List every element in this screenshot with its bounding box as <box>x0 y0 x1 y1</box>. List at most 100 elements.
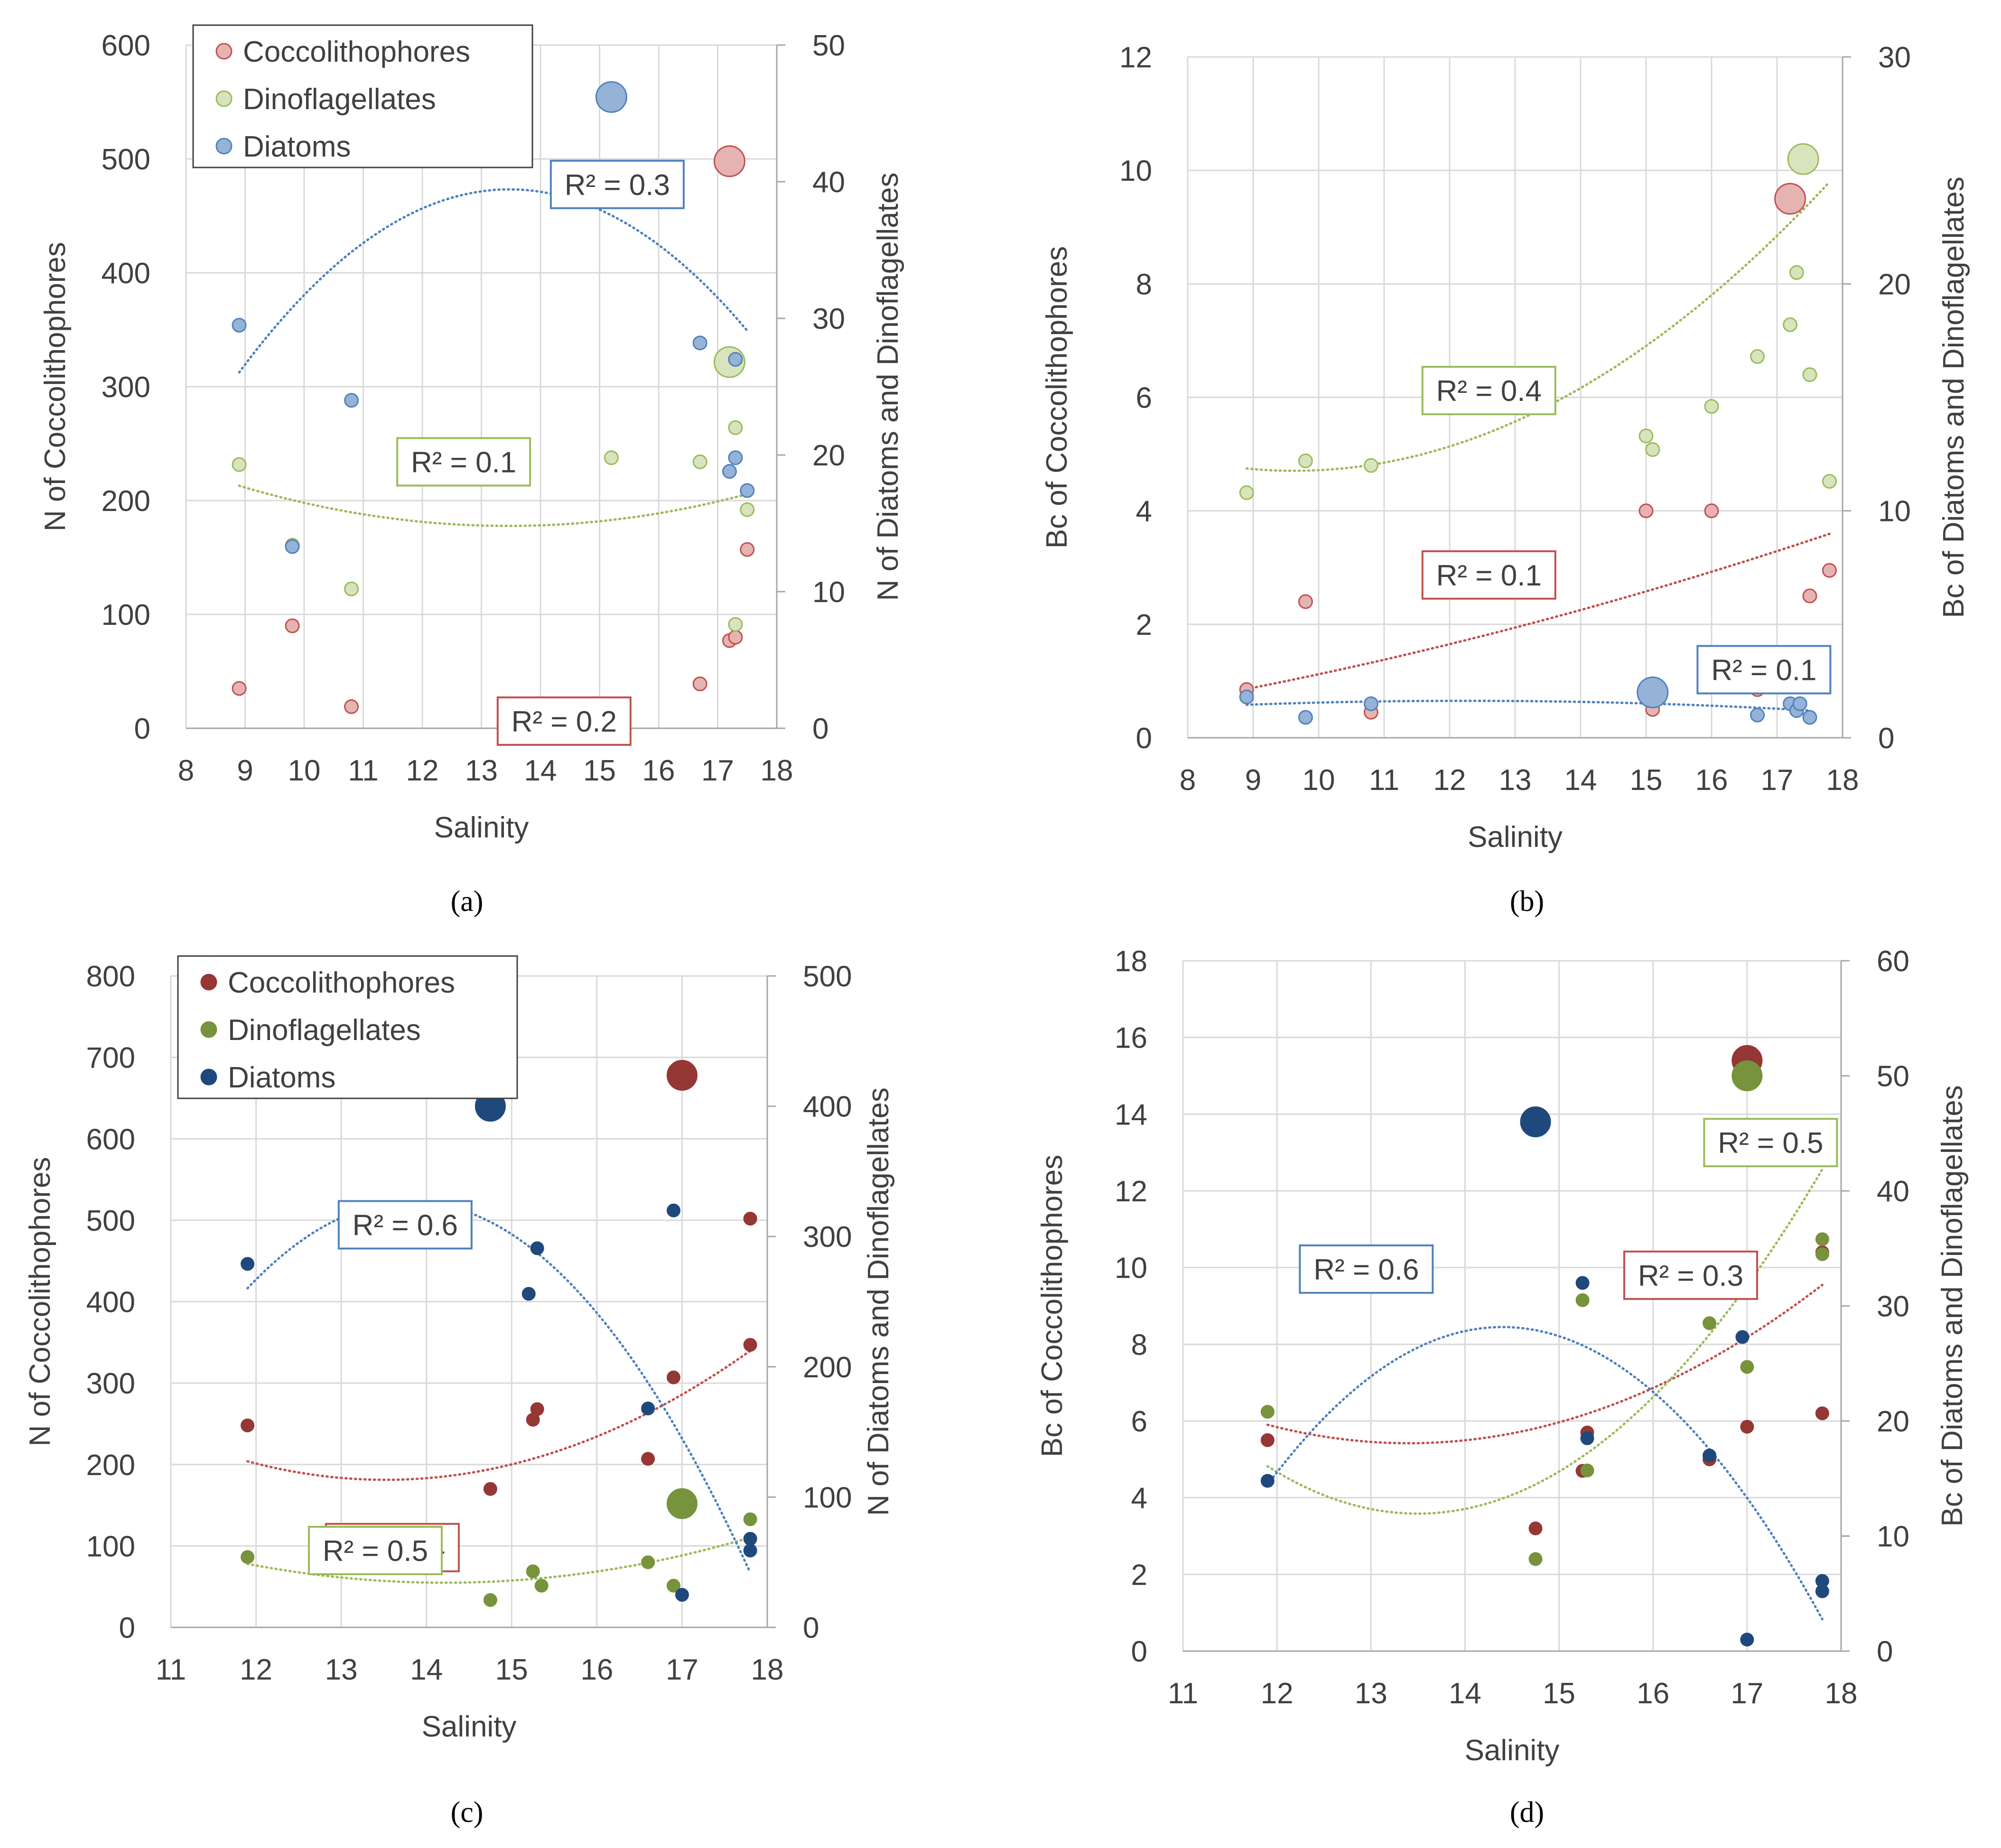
y-tick-label: 4 <box>1136 495 1152 528</box>
data-point-coccolithophores <box>713 145 745 177</box>
y2-tick-label: 40 <box>812 166 845 199</box>
x-tick-label: 16 <box>1637 1677 1669 1710</box>
y2-tick-label: 10 <box>1877 1521 1909 1553</box>
x-tick-label: 17 <box>1731 1677 1763 1710</box>
data-point-coccolithophores <box>743 1337 757 1352</box>
panel-label: (a) <box>451 885 484 918</box>
panel-label: (b) <box>1510 885 1544 918</box>
data-point-diatoms <box>743 1543 757 1558</box>
data-point-dinoflagellates <box>1528 1552 1543 1566</box>
r2-label-coccolithophores: R² = 0.2 <box>512 706 617 738</box>
data-point-coccolithophores <box>1802 588 1817 604</box>
legend-marker-coccolithophores <box>200 974 217 991</box>
y-tick-label: 400 <box>102 257 150 290</box>
y2-tick-label: 500 <box>803 960 852 993</box>
data-point-coccolithophores <box>1815 1406 1829 1421</box>
legend-label-coccolithophores: Coccolithophores <box>228 966 455 999</box>
x-tick-label: 11 <box>1168 1677 1198 1710</box>
r2-box-dinoflagellates <box>1703 1118 1838 1168</box>
x-tick-label: 15 <box>495 1653 528 1686</box>
y-tick-label: 6 <box>1136 382 1152 415</box>
trendline-dinoflagellates <box>246 1536 752 1584</box>
y2-axis-title: Bc of Diatoms and Dinoflagellates <box>1937 176 1970 618</box>
data-point-diatoms <box>530 1241 544 1255</box>
r2-label-dinoflagellates: R² = 0.1 <box>411 446 516 479</box>
data-point-dinoflagellates <box>1260 1405 1275 1419</box>
x-tick-label: 14 <box>410 1653 443 1686</box>
x-tick-label: 18 <box>751 1653 784 1686</box>
data-point-dinoflagellates <box>1740 1360 1754 1374</box>
data-point-diatoms <box>666 1203 680 1217</box>
y2-tick-label: 300 <box>803 1221 852 1254</box>
trendline-diatoms <box>238 188 749 374</box>
r2-label-coccolithophores: R² = 0.1 <box>1436 559 1542 592</box>
data-point-diatoms <box>1580 1431 1594 1445</box>
y2-axis-title: Bc of Diatoms and Dinoflagellates <box>1936 1085 1969 1526</box>
y2-tick-label: 30 <box>1878 41 1911 74</box>
x-tick-label: 13 <box>465 754 498 787</box>
x-tick-label: 18 <box>1825 1677 1858 1710</box>
y-tick-label: 400 <box>86 1286 135 1319</box>
data-point-diatoms <box>1750 707 1765 723</box>
data-point-coccolithophores <box>1774 183 1806 215</box>
y-tick-label: 200 <box>102 485 150 518</box>
y-tick-label: 2 <box>1136 609 1152 641</box>
legend-label-coccolithophores: Coccolithophores <box>243 36 470 68</box>
r2-box-dinoflagellates <box>307 1525 443 1575</box>
data-point-coccolithophores <box>344 699 359 714</box>
data-point-diatoms <box>1637 676 1669 708</box>
data-point-diatoms <box>344 393 359 408</box>
y2-tick-label: 0 <box>1877 1635 1893 1668</box>
data-point-diatoms <box>675 1588 689 1602</box>
y-tick-label: 8 <box>1131 1328 1147 1361</box>
y-tick-label: 0 <box>1131 1635 1147 1668</box>
data-point-diatoms <box>1363 696 1378 711</box>
legend-label-diatoms: Diatoms <box>243 130 351 163</box>
y-tick-label: 8 <box>1136 268 1152 301</box>
r2-label-diatoms: R² = 0.6 <box>353 1209 458 1242</box>
x-tick-label: 11 <box>1369 764 1399 797</box>
x-tick-label: 15 <box>583 754 616 787</box>
y-tick-label: 500 <box>102 143 150 176</box>
data-point-dinoflagellates <box>728 617 743 632</box>
y-tick-label: 500 <box>86 1205 135 1237</box>
data-point-coccolithophores <box>666 1059 698 1091</box>
y2-tick-label: 400 <box>803 1091 852 1124</box>
data-point-diatoms <box>1802 710 1817 725</box>
panel-label: (d) <box>1510 1796 1544 1829</box>
y-tick-label: 14 <box>1115 1098 1147 1131</box>
data-point-dinoflagellates <box>1298 453 1313 468</box>
data-point-dinoflagellates <box>641 1555 655 1569</box>
x-tick-label: 13 <box>325 1653 358 1686</box>
x-tick-label: 8 <box>178 754 194 787</box>
x-tick-label: 18 <box>1826 764 1859 797</box>
data-point-coccolithophores <box>692 676 707 691</box>
x-tick-label: 18 <box>761 754 793 787</box>
data-point-dinoflagellates <box>1802 367 1817 382</box>
y-tick-label: 12 <box>1115 1175 1147 1208</box>
data-point-diatoms <box>1815 1584 1829 1598</box>
data-point-diatoms <box>1298 710 1313 725</box>
y2-tick-label: 200 <box>803 1351 852 1384</box>
data-point-diatoms <box>1239 689 1254 705</box>
x-tick-label: 10 <box>288 754 321 787</box>
data-point-dinoflagellates <box>232 457 247 472</box>
x-tick-label: 14 <box>1564 764 1597 797</box>
y-axis-title: Bc of Coccolithophores <box>1041 246 1073 549</box>
y-tick-label: 600 <box>86 1123 135 1156</box>
data-point-diatoms <box>1792 696 1807 711</box>
r2-box-diatoms <box>1299 1244 1434 1294</box>
r2-box-dinoflagellates <box>396 437 531 487</box>
trendline-diatoms <box>246 1200 752 1574</box>
y-tick-label: 12 <box>1119 41 1152 74</box>
y-tick-label: 700 <box>86 1042 135 1075</box>
data-point-coccolithophores <box>1740 1420 1754 1434</box>
data-point-dinoflagellates <box>1638 428 1654 444</box>
data-point-diatoms <box>595 81 627 113</box>
r2-label-diatoms: R² = 0.1 <box>1711 654 1816 687</box>
data-point-coccolithophores <box>1298 594 1313 609</box>
data-point-dinoflagellates <box>692 454 707 469</box>
r2-box-dinoflagellates <box>1421 366 1556 416</box>
legend-marker-dinoflagellates <box>215 90 233 107</box>
